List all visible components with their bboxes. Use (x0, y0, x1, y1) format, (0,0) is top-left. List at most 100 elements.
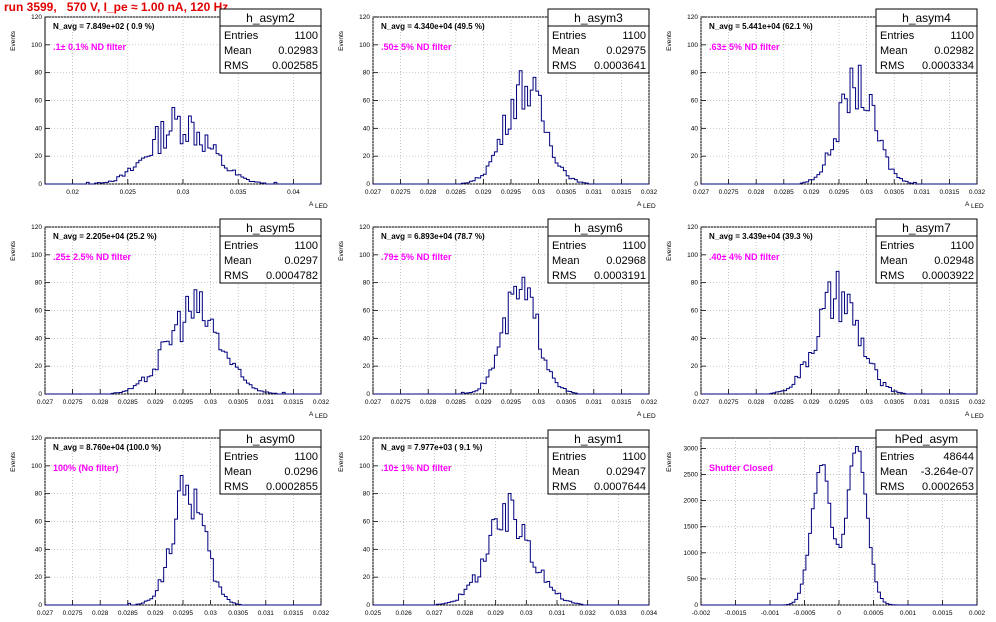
x-tick-label: 0.03 (204, 610, 217, 617)
y-tick-label: 2500 (684, 472, 699, 479)
x-tick-label: -0.0015 (724, 610, 746, 617)
stat-value: 0.02983 (278, 45, 318, 57)
x-tick-label: 0.035 (230, 189, 247, 196)
x-tick-label: 0.0275 (63, 399, 83, 406)
stat-label: Entries (224, 240, 259, 252)
x-axis-label-sub: LED (643, 413, 656, 420)
y-tick-label: 100 (687, 42, 698, 49)
histogram-series (701, 270, 977, 395)
y-tick-label: 120 (687, 224, 698, 231)
y-tick-label: 120 (359, 435, 370, 442)
y-axis-label: Events (10, 240, 17, 261)
x-tick-label: 0.032 (313, 610, 330, 617)
x-tick-label: 0.0015 (933, 610, 953, 617)
stat-value: 0.0002855 (266, 481, 318, 493)
filter-label: .50± 5% ND filter (381, 42, 452, 52)
y-tick-label: 20 (35, 574, 43, 581)
y-tick-label: 80 (363, 280, 371, 287)
x-tick-label: 0.029 (475, 189, 492, 196)
y-tick-label: 60 (363, 519, 371, 526)
stat-label: RMS (880, 60, 904, 72)
x-tick-label: 0 (837, 610, 841, 617)
x-tick-label: 0.04 (287, 189, 300, 196)
histogram-name: h_asym1 (574, 432, 623, 446)
y-tick-label: 100 (31, 42, 42, 49)
x-tick-label: 0.0275 (391, 399, 411, 406)
stat-value: 0.02968 (606, 255, 646, 267)
navg-label: N_avg = 6.893e+04 (78.7 %) (381, 232, 485, 241)
stat-value: 0.0007644 (594, 481, 646, 493)
x-tick-label: 0.0275 (391, 189, 411, 196)
stat-value: 0.02947 (606, 466, 646, 478)
y-tick-label: 0 (694, 602, 698, 609)
stat-label: RMS (552, 60, 576, 72)
y-tick-label: 0 (366, 391, 370, 398)
y-axis-label: Events (338, 240, 345, 261)
x-axis-label: A (309, 201, 314, 208)
y-tick-label: 80 (691, 70, 699, 77)
x-tick-label: 0.029 (147, 610, 164, 617)
x-tick-label: 0.028 (420, 399, 437, 406)
x-tick-label: 0.0005 (864, 610, 884, 617)
x-tick-label: 0.0285 (774, 399, 794, 406)
stat-label: RMS (224, 481, 248, 493)
stat-label: RMS (880, 481, 904, 493)
stat-label: Mean (224, 255, 252, 267)
y-axis-label: Events (666, 30, 673, 51)
y-tick-label: 120 (359, 14, 370, 21)
y-tick-label: 40 (363, 546, 371, 553)
stat-label: Entries (552, 451, 587, 463)
stat-label: RMS (880, 270, 904, 282)
y-tick-label: 60 (363, 308, 371, 315)
y-tick-label: 20 (691, 363, 699, 370)
x-tick-label: 0.028 (457, 610, 474, 617)
x-tick-label: 0.0275 (719, 399, 739, 406)
x-tick-label: 0.03 (860, 399, 873, 406)
y-tick-label: 80 (363, 491, 371, 498)
x-axis-label-sub: LED (315, 413, 328, 420)
histogram-series (701, 64, 977, 185)
x-tick-label: 0.0315 (611, 399, 631, 406)
stats-box (875, 235, 978, 284)
histogram-name: h_asym3 (574, 11, 623, 25)
x-tick-label: 0.0305 (228, 610, 248, 617)
y-tick-label: 20 (363, 153, 371, 160)
y-tick-label: 500 (687, 576, 698, 583)
stat-value: 1100 (294, 30, 318, 42)
y-axis-label: Events (338, 30, 345, 51)
stat-value: 0.0297 (284, 255, 318, 267)
y-tick-label: 0 (694, 391, 698, 398)
stat-label: Mean (880, 255, 908, 267)
filter-label: .10± 1% ND filter (381, 463, 452, 473)
x-tick-label: 0.0315 (939, 399, 959, 406)
stat-value: -3.264e-07 (921, 466, 974, 478)
y-tick-label: 40 (35, 546, 43, 553)
stat-value: 0.002585 (272, 60, 318, 72)
navg-label: N_avg = 4.340e+04 (49.5 %) (381, 22, 485, 31)
x-tick-label: 0.0285 (118, 399, 138, 406)
histogram-series (45, 474, 321, 606)
x-tick-label: 0.033 (610, 610, 627, 617)
navg-label: N_avg = 7.849e+02 ( 0.9 %) (53, 22, 155, 31)
x-tick-label: 0.0295 (501, 189, 521, 196)
filter-label: Shutter Closed (709, 463, 773, 473)
stat-label: Entries (880, 30, 915, 42)
stat-label: RMS (552, 270, 576, 282)
y-tick-label: 60 (35, 519, 43, 526)
histogram-name: h_asym0 (246, 432, 295, 446)
x-tick-label: 0.027 (365, 189, 382, 196)
histogram-name: h_asym5 (246, 221, 295, 235)
filter-label: .40± 4% ND filter (709, 252, 780, 262)
y-tick-label: 20 (691, 153, 699, 160)
histogram-series (45, 107, 321, 185)
stat-value: 0.0002653 (922, 481, 974, 493)
stat-label: Entries (552, 240, 587, 252)
x-tick-label: 0.027 (693, 399, 710, 406)
stats-box (219, 25, 322, 74)
x-tick-label: 0.031 (549, 610, 566, 617)
x-tick-label: 0.0305 (884, 399, 904, 406)
y-axis-label: Events (666, 451, 673, 472)
x-tick-label: -0.002 (692, 610, 711, 617)
stat-value: 0.0004782 (266, 270, 318, 282)
y-tick-label: 120 (31, 14, 42, 21)
